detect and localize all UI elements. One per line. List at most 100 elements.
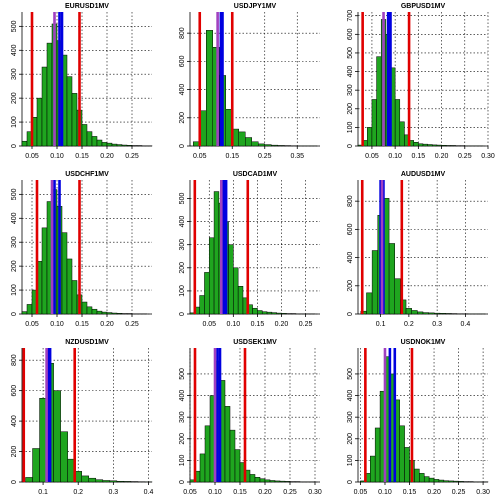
y-tick-label: 100 bbox=[11, 284, 18, 296]
x-tick-label: 0.30 bbox=[481, 153, 495, 160]
bar bbox=[213, 191, 220, 315]
y-tick-label: 0 bbox=[179, 144, 186, 148]
x-tick-label: 0.25 bbox=[452, 489, 466, 496]
bar bbox=[366, 292, 373, 315]
y-tick-label: 600 bbox=[179, 55, 186, 67]
x-tick-label: 0.10 bbox=[388, 153, 402, 160]
bar bbox=[448, 480, 454, 483]
bar bbox=[41, 227, 48, 315]
x-tick-label: 0.10 bbox=[50, 153, 64, 160]
y-tick-label: 400 bbox=[347, 66, 354, 78]
y-tick-label: 200 bbox=[347, 103, 354, 115]
x-tick-label: 0.1 bbox=[38, 489, 48, 496]
bar bbox=[411, 310, 418, 315]
x-tick-label: 0.10 bbox=[208, 489, 222, 496]
x-tick-label: 0.20 bbox=[258, 489, 272, 496]
bar bbox=[414, 468, 420, 483]
bar bbox=[111, 143, 118, 147]
y-tick-label: 800 bbox=[11, 354, 18, 366]
bar bbox=[418, 143, 424, 147]
bar bbox=[367, 127, 373, 147]
x-tick-label: 0.20 bbox=[435, 153, 449, 160]
x-tick-label: 0.05 bbox=[354, 489, 368, 496]
bar bbox=[101, 142, 108, 147]
x-tick-label: 0.05 bbox=[25, 321, 39, 328]
bar bbox=[26, 304, 33, 315]
bar bbox=[126, 145, 133, 147]
x-tick-label: 0.30 bbox=[308, 489, 322, 496]
bar bbox=[281, 313, 287, 315]
bar bbox=[436, 144, 442, 147]
y-tick-label: 500 bbox=[347, 47, 354, 59]
y-tick-label: 600 bbox=[347, 223, 354, 235]
bar bbox=[61, 232, 68, 315]
x-tick-label: 0.4 bbox=[144, 489, 154, 496]
bar bbox=[234, 449, 241, 483]
bar bbox=[101, 311, 108, 315]
bar bbox=[81, 301, 88, 315]
bar bbox=[371, 250, 379, 315]
bar bbox=[413, 142, 419, 147]
bar bbox=[238, 131, 246, 147]
y-tick-label: 200 bbox=[11, 446, 18, 458]
bar bbox=[204, 425, 211, 483]
bar bbox=[229, 429, 236, 483]
bar bbox=[370, 455, 376, 483]
y-tick-label: 800 bbox=[347, 195, 354, 207]
y-tick-label: 800 bbox=[179, 27, 186, 39]
y-tick-label: 300 bbox=[11, 68, 18, 80]
y-tick-label: 400 bbox=[347, 252, 354, 264]
bar bbox=[422, 312, 429, 315]
bar bbox=[257, 310, 263, 315]
x-tick-label: 0.05 bbox=[25, 153, 39, 160]
chart-title: NZDUSD1MV bbox=[65, 339, 109, 346]
bar bbox=[445, 313, 452, 315]
bar bbox=[66, 258, 73, 315]
y-tick-label: 200 bbox=[179, 262, 186, 274]
bar bbox=[269, 480, 276, 483]
bar bbox=[423, 476, 430, 483]
bar bbox=[209, 237, 215, 315]
bar bbox=[271, 312, 277, 315]
x-tick-label: 0.05 bbox=[183, 489, 197, 496]
x-tick-label: 0.15 bbox=[233, 489, 247, 496]
x-tick-label: 0.25 bbox=[458, 153, 472, 160]
chart-title: USDCHF1MV bbox=[65, 171, 109, 178]
bar bbox=[422, 143, 428, 147]
chart-title: USDNOK1MV bbox=[401, 339, 446, 346]
x-tick-label: 0.2 bbox=[73, 489, 83, 496]
x-tick-label: 0.10 bbox=[378, 489, 392, 496]
bar bbox=[233, 267, 239, 315]
bar bbox=[434, 312, 441, 315]
y-tick-label: 200 bbox=[11, 260, 18, 272]
y-tick-label: 300 bbox=[347, 84, 354, 96]
bar bbox=[249, 474, 256, 483]
bar bbox=[53, 390, 61, 483]
x-tick-label: 0.3 bbox=[432, 321, 442, 328]
x-tick-label: 0.30 bbox=[476, 489, 490, 496]
x-tick-label: 0.15 bbox=[75, 321, 89, 328]
bar bbox=[428, 477, 435, 483]
bar bbox=[106, 312, 113, 315]
bar bbox=[66, 76, 73, 147]
bar bbox=[419, 473, 425, 483]
y-tick-label: 400 bbox=[347, 390, 354, 402]
bar bbox=[400, 299, 407, 315]
bar bbox=[91, 308, 98, 315]
bar bbox=[254, 476, 261, 483]
bar bbox=[86, 306, 93, 315]
bar bbox=[261, 311, 268, 315]
bar bbox=[228, 244, 234, 315]
y-tick-label: 100 bbox=[347, 454, 354, 466]
y-tick-label: 400 bbox=[11, 44, 18, 56]
x-tick-label: 0.20 bbox=[427, 489, 441, 496]
x-tick-label: 0.15 bbox=[225, 153, 239, 160]
y-tick-label: 700 bbox=[347, 10, 354, 22]
y-tick-label: 100 bbox=[179, 454, 186, 466]
bar bbox=[439, 313, 446, 315]
y-tick-label: 100 bbox=[11, 116, 18, 128]
y-tick-label: 400 bbox=[179, 84, 186, 96]
bar bbox=[399, 121, 405, 147]
